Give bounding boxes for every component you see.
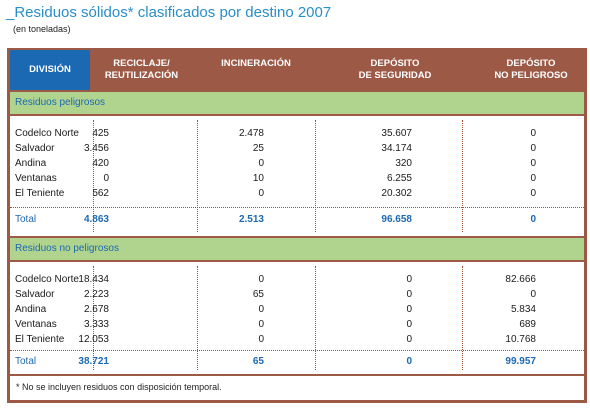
table-row: El Teniente 562 0 20.302 0 (15, 188, 536, 199)
total-divider (10, 207, 584, 208)
table-row: Andina 2.678 0 0 5.834 (15, 304, 536, 315)
section-band-peligrosos: Residuos peligrosos (10, 92, 584, 114)
table-header: DIVISIÓN RECICLAJE/ REUTILIZACIÓN INCINE… (7, 48, 587, 90)
section-label: Residuos no peligrosos (15, 243, 119, 254)
total-divider (10, 350, 584, 351)
section-band-no-peligrosos: Residuos no peligrosos (10, 238, 584, 260)
total-row: Total 38.721 65 0 99.957 (15, 356, 536, 367)
table-row: Ventanas 3.333 0 0 689 (15, 319, 536, 330)
waste-table: DIVISIÓN RECICLAJE/ REUTILIZACIÓN INCINE… (7, 48, 587, 403)
table-row: Andina 420 0 320 0 (15, 158, 536, 169)
table-row: Salvador 3.456 25 34.174 0 (15, 143, 536, 154)
section-body-peligrosos: Codelco Norte 425 2.478 35.607 0 Salvado… (10, 116, 584, 236)
section-body-no-peligrosos: Codelco Norte 18.434 0 0 82.666 Salvador… (10, 262, 584, 374)
footnote-block: * No se incluyen residuos con disposició… (10, 376, 584, 400)
table-row: Codelco Norte 18.434 0 0 82.666 (15, 274, 536, 285)
header-deposito-seguridad: DEPÓSITO DE SEGURIDAD (358, 58, 432, 81)
table-row: Ventanas 0 10 6.255 0 (15, 173, 536, 184)
units-subtitle: (en toneladas) (13, 24, 71, 34)
header-incineracion: INCINERACIÓN (221, 58, 291, 69)
header-deposito-no-peligroso: DEPÓSITO NO PELIGROSO (494, 58, 568, 81)
table-row: Codelco Norte 425 2.478 35.607 0 (15, 128, 536, 139)
header-reciclaje: RECICLAJE/ REUTILIZACIÓN (104, 58, 179, 81)
table-row: El Teniente 12.053 0 0 10.768 (15, 334, 536, 345)
header-division: DIVISIÓN (10, 50, 90, 90)
total-row: Total 4.863 2.513 96.658 0 (15, 214, 536, 225)
page-title: _Residuos sólidos* clasificados por dest… (6, 4, 332, 21)
table-row: Salvador 2.223 65 0 0 (15, 289, 536, 300)
footnote: * No se incluyen residuos con disposició… (16, 382, 222, 392)
section-label: Residuos peligrosos (15, 97, 106, 108)
